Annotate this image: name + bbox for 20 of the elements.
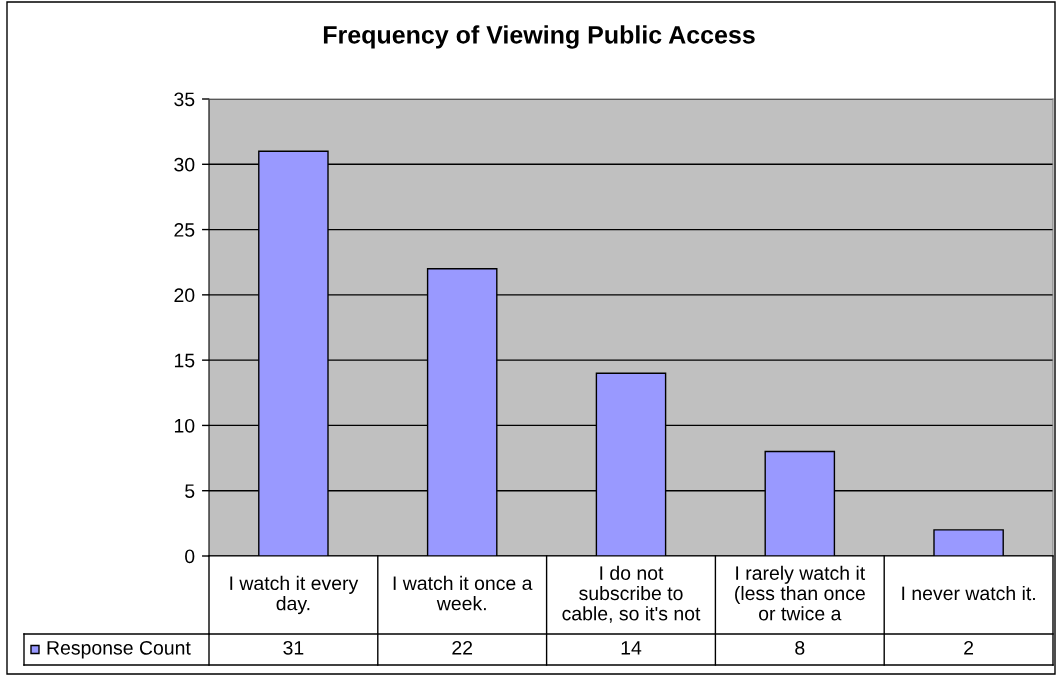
data-label: 2 [964,640,974,655]
data-label: 14 [621,641,642,655]
y-tick-label: 35 [174,92,195,107]
y-tick-label: 30 [174,157,195,172]
y-tick-label: 20 [174,288,195,303]
chart-title: Frequency of Viewing Public Access [323,25,755,49]
y-tick-label: 0 [185,549,195,564]
data-label: 22 [452,640,473,655]
x-tick-label: I never watch it. [902,585,1035,601]
x-tick-label: I watch it every day. [230,575,359,615]
legend-label: Response Count [47,640,191,659]
x-tick-label: I do not subscribe to cable, so it's not [562,565,701,623]
y-tick-label: 5 [185,484,195,498]
y-tick-label: 15 [174,353,195,368]
x-tick-label: I watch it once a week. [393,575,533,611]
data-label: 8 [795,640,805,655]
y-tick-label: 25 [174,223,195,237]
y-tick-label: 10 [174,418,195,433]
data-label: 31 [283,640,304,655]
x-tick-label: I rarely watch it (less than once or twice a [735,565,866,621]
